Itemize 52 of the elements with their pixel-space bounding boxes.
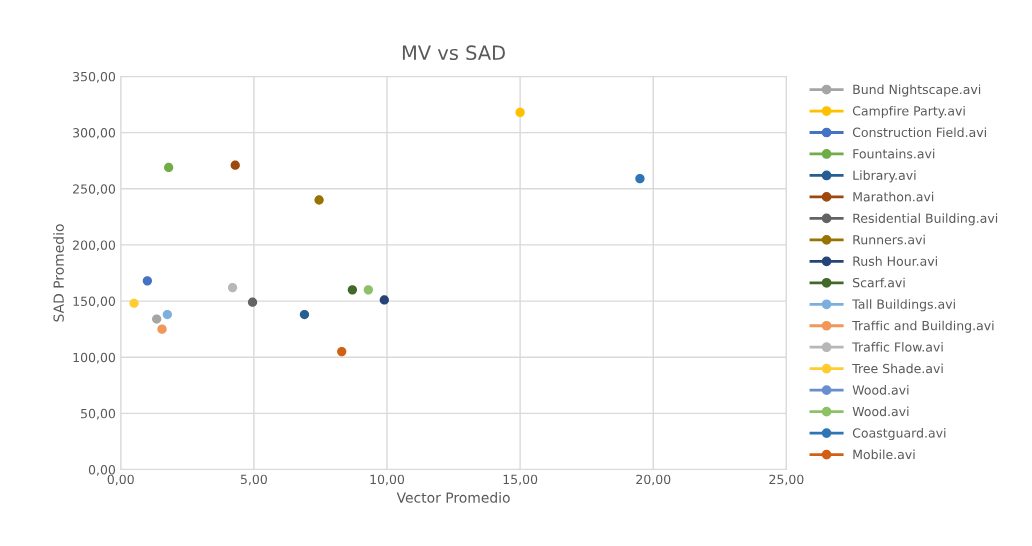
- point: [379, 295, 389, 305]
- x-tick-label: 15,00: [503, 474, 538, 486]
- point: [162, 309, 172, 320]
- y-tick-label: 100,00: [73, 352, 116, 364]
- legend-label: Scarf.avi: [853, 277, 905, 288]
- legend-label: Campfire Party.avi: [852, 105, 965, 118]
- y-tick-label: 350,00: [73, 71, 116, 83]
- y-tick-label: 300,00: [73, 128, 116, 139]
- y-tick-label: 50,00: [81, 408, 116, 420]
- legend-label: Traffic Flow.avi: [852, 342, 943, 352]
- point: [164, 162, 174, 173]
- point: [142, 276, 153, 286]
- point: [515, 107, 525, 118]
- legend-label: Tall Buildings.avi: [852, 299, 955, 312]
- point: [129, 298, 139, 308]
- legend-label: Library.avi: [853, 170, 916, 183]
- legend-label: Runners.avi: [853, 234, 925, 245]
- point: [230, 160, 240, 170]
- legend-label: Coastguard.avi: [852, 428, 946, 441]
- x-axis-title: Vector Promedio: [396, 492, 510, 503]
- point: [314, 195, 324, 205]
- y-tick-label: 250,00: [73, 184, 116, 195]
- point: [635, 173, 645, 184]
- point: [337, 346, 347, 357]
- legend-label: Fountains.avi: [853, 148, 935, 159]
- y-tick-label: 150,00: [73, 296, 116, 308]
- legend-label: Mobile.avi: [853, 449, 915, 460]
- y-tick-label: 200,00: [73, 240, 116, 252]
- chart-title: MV vs SAD: [402, 45, 505, 61]
- point: [347, 285, 358, 295]
- y-axis-title: SAD Promedio: [53, 224, 64, 322]
- legend-label: Marathon.avi: [853, 191, 934, 202]
- x-tick-label: 0,00: [107, 474, 134, 486]
- point: [227, 282, 238, 293]
- legend-label: Wood.avi: [852, 406, 909, 417]
- legend-label: Tree Shade.avi: [852, 363, 943, 374]
- point: [247, 297, 258, 307]
- y-tick-label: 0,00: [88, 465, 116, 476]
- legend-label: Bund Nightscape.avi: [853, 84, 981, 97]
- legend-label: Residential Building.avi: [853, 213, 998, 226]
- point: [157, 324, 167, 334]
- x-tick-label: 25,00: [769, 474, 804, 486]
- legend-label: Construction Field.avi: [852, 127, 986, 138]
- x-tick-label: 20,00: [636, 474, 671, 486]
- point: [152, 314, 162, 324]
- point: [299, 309, 310, 320]
- x-tick-label: 10,00: [370, 474, 405, 486]
- x-tick-label: 5,00: [240, 474, 267, 486]
- legend-label: Wood.avi: [852, 385, 909, 395]
- legend-label: Rush Hour.avi: [853, 256, 937, 266]
- point: [363, 285, 374, 295]
- legend-label: Traffic and Building.avi: [852, 320, 994, 333]
